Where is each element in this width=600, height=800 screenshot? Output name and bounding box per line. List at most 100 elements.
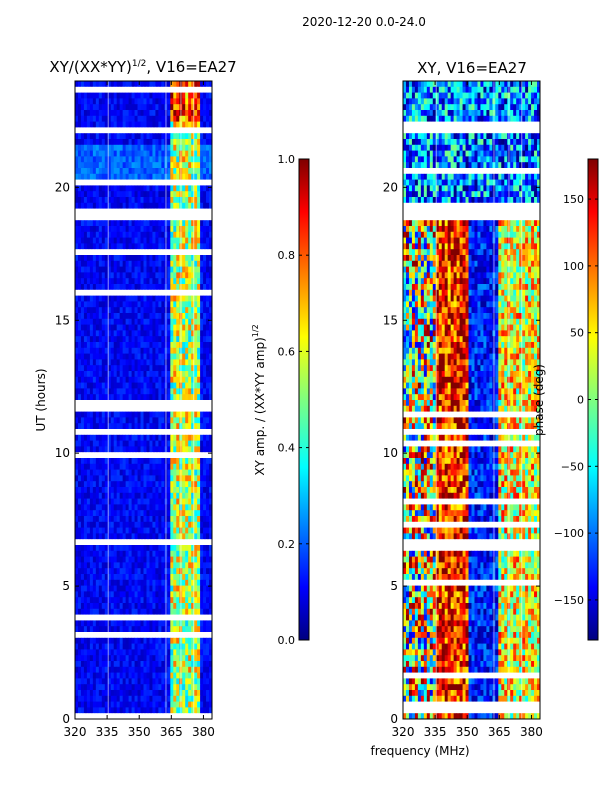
heatmap-cell <box>143 371 147 378</box>
heatmap-cell <box>170 284 174 291</box>
heatmap-cell <box>206 510 210 517</box>
heatmap-cell <box>194 579 198 586</box>
heatmap-cell <box>173 405 177 412</box>
heatmap-cell <box>197 342 201 349</box>
heatmap-cell <box>149 475 153 482</box>
heatmap-cell <box>203 510 207 517</box>
heatmap-cell <box>104 643 109 650</box>
heatmap-cell <box>176 330 180 337</box>
heatmap-cell <box>206 550 210 557</box>
heatmap-cell <box>137 533 141 540</box>
heatmap-cell <box>146 423 150 430</box>
heatmap-cell <box>83 516 88 523</box>
heatmap-cell <box>125 237 130 244</box>
heatmap-cell <box>95 139 100 146</box>
heatmap-cell <box>155 92 159 99</box>
heatmap-cell <box>89 533 94 540</box>
heatmap-cell <box>176 498 180 505</box>
heatmap-cell <box>80 191 85 198</box>
figure-suptitle: 2020-12-20 0.0-24.0 <box>302 15 426 29</box>
heatmap-cell <box>140 458 144 465</box>
heatmap-cell <box>191 197 195 204</box>
heatmap-cell <box>77 434 82 441</box>
heatmap-cell <box>161 208 165 215</box>
heatmap-cell <box>113 342 118 349</box>
heatmap-cell <box>122 289 127 296</box>
heatmap-cell <box>95 365 100 372</box>
heatmap-cell <box>203 185 207 192</box>
heatmap-cell <box>80 516 85 523</box>
heatmap-cell <box>197 487 201 494</box>
heatmap-cell <box>200 353 204 360</box>
heatmap-cell <box>209 278 213 285</box>
heatmap-cell <box>86 359 91 366</box>
heatmap-cell <box>75 446 79 453</box>
heatmap-cell <box>107 568 112 575</box>
heatmap-cell <box>146 260 150 267</box>
heatmap-cell <box>185 365 189 372</box>
heatmap-cell <box>152 666 156 673</box>
heatmap-cell <box>134 452 138 459</box>
heatmap-cell <box>158 620 162 627</box>
heatmap-cell <box>170 545 174 552</box>
heatmap-cell <box>86 695 91 702</box>
heatmap-cell <box>203 556 207 563</box>
heatmap-cell <box>80 562 85 569</box>
heatmap-cell <box>110 585 115 592</box>
heatmap-cell <box>125 458 130 465</box>
heatmap-cell <box>107 191 112 198</box>
heatmap-cell <box>206 463 210 470</box>
heatmap-cell <box>104 434 109 441</box>
heatmap-cell <box>209 313 213 320</box>
heatmap-cell <box>140 475 144 482</box>
heatmap-cell <box>134 423 138 430</box>
heatmap-cell <box>134 655 138 662</box>
heatmap-cell <box>128 139 132 146</box>
heatmap-cell <box>77 539 82 546</box>
heatmap-cell <box>155 336 159 343</box>
heatmap-cell <box>188 342 192 349</box>
heatmap-cell <box>188 695 192 702</box>
heatmap-cell <box>134 208 138 215</box>
heatmap-cell <box>182 643 186 650</box>
heatmap-cell <box>128 330 132 337</box>
heatmap-cell <box>200 562 204 569</box>
heatmap-cell <box>161 382 165 389</box>
heatmap-cell <box>158 249 162 256</box>
heatmap-cell <box>128 568 132 575</box>
heatmap-cell <box>134 666 138 673</box>
heatmap-cell <box>83 365 88 372</box>
heatmap-cell <box>173 545 177 552</box>
heatmap-cell <box>191 156 195 163</box>
heatmap-cell <box>182 672 186 679</box>
heatmap-cell <box>152 324 156 331</box>
heatmap-cell <box>77 376 82 383</box>
heatmap-cell <box>134 266 138 273</box>
heatmap-cell <box>143 521 147 528</box>
heatmap-cell <box>167 434 171 441</box>
heatmap-cell <box>152 139 156 146</box>
heatmap-cell <box>200 347 204 354</box>
heatmap-cell <box>80 220 85 227</box>
heatmap-cell <box>128 202 132 209</box>
heatmap-cell <box>152 243 156 250</box>
heatmap-cell <box>83 98 88 105</box>
heatmap-cell <box>137 347 141 354</box>
heatmap-cell <box>161 434 165 441</box>
heatmap-cell <box>86 139 91 146</box>
heatmap-cell <box>131 272 135 279</box>
heatmap-cell <box>206 591 210 598</box>
heatmap-cell <box>113 597 118 604</box>
heatmap-cell <box>185 684 189 691</box>
heatmap-cell <box>185 104 189 111</box>
heatmap-cell <box>77 585 82 592</box>
heatmap-cell <box>170 678 174 685</box>
heatmap-cell <box>113 678 118 685</box>
heatmap-cell <box>86 376 91 383</box>
heatmap-cell <box>209 162 213 169</box>
heatmap-cell <box>83 371 88 378</box>
heatmap-cell <box>206 394 210 401</box>
heatmap-cell <box>89 359 94 366</box>
heatmap-cell <box>173 585 177 592</box>
heatmap-cell <box>152 185 156 192</box>
